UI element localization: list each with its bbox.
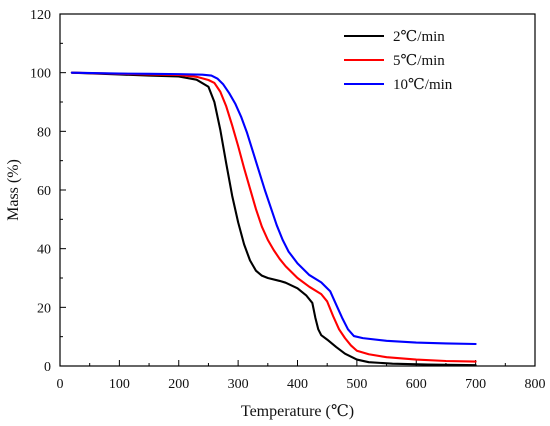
x-tick-label: 300 — [228, 377, 249, 392]
y-tick-label: 40 — [37, 243, 51, 258]
legend-label-3: 10℃/min — [393, 77, 453, 93]
plot-frame — [59, 13, 536, 367]
legend-label-2: 5℃/min — [393, 53, 445, 69]
y-tick-label: 20 — [37, 301, 51, 316]
y-tick-label: 120 — [30, 8, 51, 23]
x-tick-label: 200 — [168, 377, 189, 392]
x-axis-title: Temperature (℃) — [241, 403, 354, 420]
x-tick-label: 800 — [525, 377, 546, 392]
x-tick-label: 400 — [287, 377, 308, 392]
series-line-2 — [70, 71, 477, 363]
x-tick-label: 100 — [109, 377, 130, 392]
y-tick-label: 80 — [37, 125, 51, 140]
x-tick-label: 600 — [406, 377, 427, 392]
x-tick-label: 0 — [57, 377, 64, 392]
x-tick-label: 700 — [465, 377, 486, 392]
axes: 0 100 200 300 400 500 600 700 800 0 20 40 60 80 100 120 — [30, 8, 546, 392]
y-tick-label: 0 — [44, 360, 51, 375]
legend: 2℃/min 5℃/min 10℃/min — [344, 29, 453, 93]
y-axis-title: Mass (%) — [5, 159, 22, 221]
plot-area — [59, 13, 536, 367]
series-lines — [70, 71, 477, 367]
x-tick-label: 500 — [346, 377, 367, 392]
series-line-1 — [70, 71, 477, 367]
y-tick-label: 100 — [30, 67, 51, 82]
y-tick-label: 60 — [37, 184, 51, 199]
legend-label-1: 2℃/min — [393, 29, 445, 45]
series-line-3 — [70, 71, 477, 346]
